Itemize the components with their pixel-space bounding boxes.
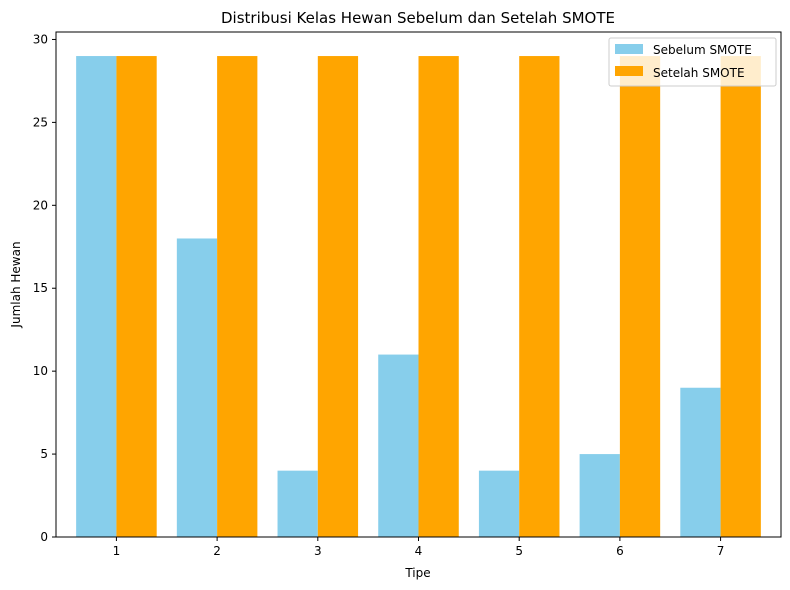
y-axis-ticks: 0 5 10 15 20 25 30 [33, 32, 56, 544]
bar-setelah-2 [217, 56, 258, 538]
legend-swatch-sebelum [615, 44, 643, 54]
legend-label-sebelum: Sebelum SMOTE [653, 43, 752, 57]
bar-sebelum-5 [478, 470, 520, 537]
bar-sebelum-2 [176, 238, 218, 537]
y-axis-label: Jumlah Hewan [9, 241, 23, 328]
x-axis-ticks: 1 2 3 4 5 6 7 [113, 537, 725, 558]
y-tick-label: 5 [40, 447, 48, 461]
x-tick-label: 2 [213, 544, 221, 558]
bar-sebelum-3 [277, 470, 318, 537]
y-tick-label: 10 [33, 364, 48, 378]
bar-setelah-3 [317, 56, 359, 538]
legend-box [608, 37, 777, 87]
legend-swatch-setelah [615, 66, 643, 76]
y-tick-label: 30 [33, 32, 48, 46]
bar-setelah-4 [418, 56, 459, 538]
legend-label-setelah: Setelah SMOTE [653, 66, 745, 80]
legend: Sebelum SMOTE Setelah SMOTE [608, 37, 777, 87]
bar-setelah-7 [720, 56, 761, 538]
bar-setelah-6 [619, 56, 661, 538]
x-axis-label: Tipe [404, 566, 430, 580]
chart-title: Distribusi Kelas Hewan Sebelum dan Setel… [221, 9, 615, 27]
x-tick-label: 6 [616, 544, 624, 558]
bar-setelah-5 [519, 56, 560, 538]
y-tick-label: 25 [33, 115, 48, 129]
bar-sebelum-4 [378, 354, 419, 537]
y-tick-label: 15 [33, 281, 48, 295]
x-tick-label: 4 [415, 544, 423, 558]
bar-sebelum-7 [680, 387, 721, 537]
bar-setelah-1 [116, 56, 157, 538]
x-tick-label: 7 [717, 544, 725, 558]
bar-sebelum-6 [579, 454, 620, 537]
bars-group [76, 56, 761, 538]
x-tick-label: 5 [515, 544, 523, 558]
y-tick-label: 0 [40, 530, 48, 544]
bar-sebelum-1 [76, 56, 117, 538]
y-tick-label: 20 [33, 198, 48, 212]
x-tick-label: 3 [314, 544, 322, 558]
x-tick-label: 1 [113, 544, 121, 558]
